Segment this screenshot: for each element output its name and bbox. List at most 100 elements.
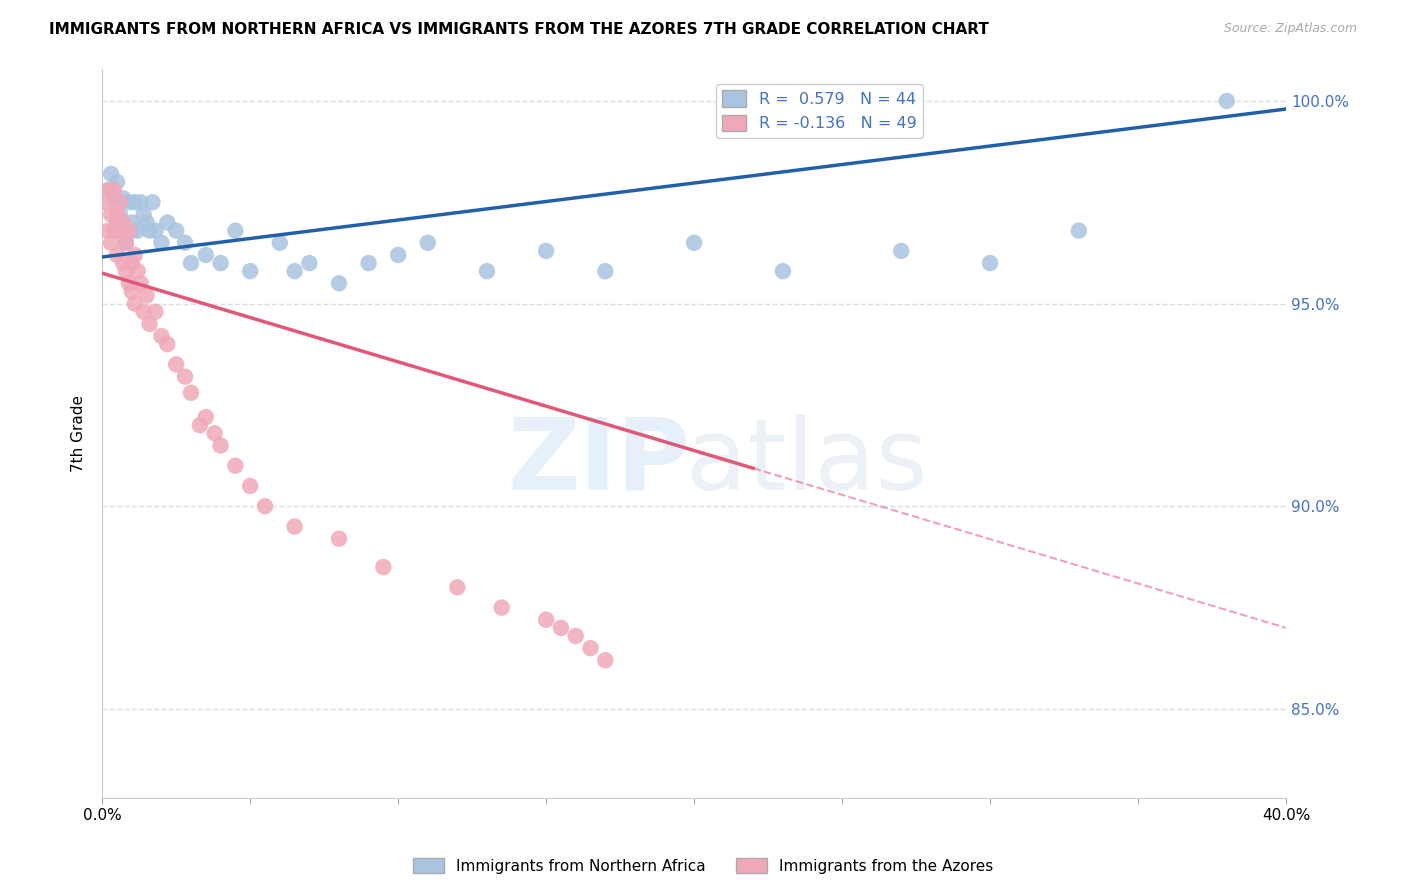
Point [105,207,128,221]
Point [138,317,160,331]
Point [890,244,912,258]
Point [150,329,173,343]
Point [1216,94,1239,108]
Point [118,277,141,291]
Text: IMMIGRANTS FROM NORTHERN AFRICA VS IMMIGRANTS FROM THE AZORES 7TH GRADE CORRELAT: IMMIGRANTS FROM NORTHERN AFRICA VS IMMIG… [49,22,988,37]
Point [188,418,211,433]
Point [105,215,128,229]
Point [141,195,163,210]
Point [135,215,157,229]
Point [121,285,143,299]
Point [105,175,128,189]
Point [156,215,179,229]
Point [224,458,246,473]
Point [129,277,152,291]
Point [224,224,246,238]
Point [357,256,380,270]
Point [595,264,617,278]
Point [209,256,232,270]
Point [108,195,131,210]
Point [97,183,120,197]
Point [979,256,1001,270]
Point [284,519,307,533]
Point [132,304,155,318]
Point [298,256,321,270]
Point [121,215,143,229]
Point [111,256,134,270]
Point [180,385,202,400]
Point [269,235,291,250]
Point [150,235,173,250]
Point [772,264,794,278]
Point [174,369,197,384]
Text: ZIP: ZIP [508,414,690,511]
Text: atlas: atlas [686,414,928,511]
Point [180,256,202,270]
Point [373,560,395,574]
Point [145,304,167,318]
Point [108,207,131,221]
Point [124,248,146,262]
Point [97,183,120,197]
Point [387,248,409,262]
Point [127,264,149,278]
Point [127,224,149,238]
Point [100,235,122,250]
Point [94,195,117,210]
Point [550,621,572,635]
Point [328,277,350,291]
Point [145,224,167,238]
Point [115,235,138,250]
Point [115,235,138,250]
Point [534,613,557,627]
Point [194,248,217,262]
Point [97,224,120,238]
Point [138,224,160,238]
Point [100,207,122,221]
Point [239,479,262,493]
Point [416,235,439,250]
Point [579,641,602,656]
Point [174,235,197,250]
Point [446,580,468,594]
Point [108,224,131,238]
Point [683,235,706,250]
Point [111,191,134,205]
Point [129,195,152,210]
Legend: R =  0.579   N = 44, R = -0.136   N = 49: R = 0.579 N = 44, R = -0.136 N = 49 [716,84,922,137]
Point [118,224,141,238]
Point [239,264,262,278]
Point [595,653,617,667]
Point [534,244,557,258]
Point [121,256,143,270]
Point [328,532,350,546]
Point [156,337,179,351]
Point [165,224,187,238]
Point [115,264,138,278]
Point [111,215,134,229]
Point [132,207,155,221]
Legend: Immigrants from Northern Africa, Immigrants from the Azores: Immigrants from Northern Africa, Immigra… [406,852,1000,880]
Text: Source: ZipAtlas.com: Source: ZipAtlas.com [1223,22,1357,36]
Point [124,296,146,310]
Point [124,195,146,210]
Point [564,629,586,643]
Point [118,195,141,210]
Point [135,288,157,302]
Point [491,600,513,615]
Point [475,264,498,278]
Point [100,167,122,181]
Y-axis label: 7th Grade: 7th Grade [72,395,86,472]
Point [209,438,232,452]
Point [103,224,125,238]
Point [194,410,217,425]
Point [103,183,125,197]
Point [105,248,128,262]
Point [204,426,226,441]
Point [103,191,125,205]
Point [121,224,143,238]
Point [1067,224,1090,238]
Point [284,264,307,278]
Point [253,500,276,514]
Point [165,358,187,372]
